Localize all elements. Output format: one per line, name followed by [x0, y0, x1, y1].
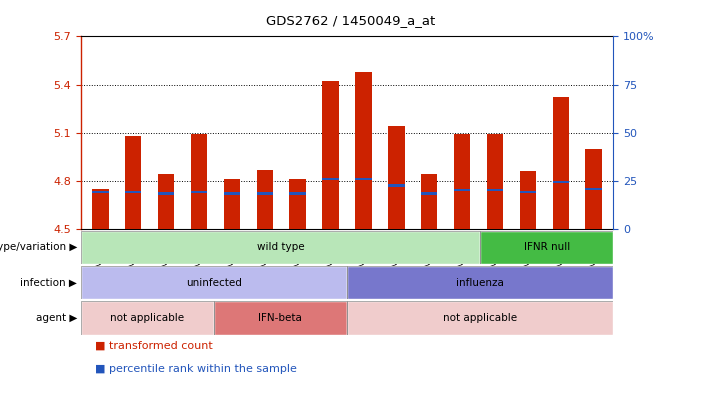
Text: wild type: wild type: [257, 243, 304, 252]
Bar: [322, 81, 339, 229]
Bar: [585, 188, 602, 190]
Bar: [224, 192, 240, 195]
Bar: [454, 134, 470, 229]
Bar: [81, 231, 480, 264]
Bar: [585, 149, 602, 229]
Bar: [290, 179, 306, 229]
Bar: [347, 266, 613, 299]
Bar: [552, 181, 569, 183]
Text: not applicable: not applicable: [443, 313, 517, 323]
Text: agent ▶: agent ▶: [36, 313, 77, 323]
Text: ■ transformed count: ■ transformed count: [95, 341, 212, 351]
Bar: [191, 191, 207, 193]
Text: IFNR null: IFNR null: [524, 243, 570, 252]
Bar: [454, 189, 470, 192]
Bar: [81, 231, 480, 264]
Text: IFN-beta: IFN-beta: [259, 313, 302, 323]
Bar: [81, 301, 214, 335]
Bar: [191, 134, 207, 229]
Bar: [486, 134, 503, 229]
Text: influenza: influenza: [456, 278, 504, 288]
Text: GDS2762 / 1450049_a_at: GDS2762 / 1450049_a_at: [266, 14, 435, 27]
Bar: [224, 179, 240, 229]
Text: genotype/variation ▶: genotype/variation ▶: [0, 243, 77, 252]
Bar: [480, 231, 613, 264]
Bar: [257, 192, 273, 195]
Bar: [125, 136, 142, 229]
Bar: [347, 266, 613, 299]
Bar: [388, 184, 404, 187]
Bar: [486, 189, 503, 192]
Bar: [519, 171, 536, 229]
Bar: [125, 191, 142, 193]
Bar: [257, 170, 273, 229]
Bar: [480, 231, 613, 264]
Text: infection ▶: infection ▶: [20, 278, 77, 288]
Bar: [347, 301, 613, 335]
Bar: [158, 174, 175, 229]
Bar: [322, 178, 339, 180]
Bar: [355, 178, 372, 180]
Text: uninfected: uninfected: [186, 278, 242, 288]
Bar: [92, 191, 109, 193]
Bar: [81, 266, 347, 299]
Bar: [355, 72, 372, 229]
Bar: [519, 191, 536, 193]
Bar: [421, 192, 437, 195]
Bar: [81, 301, 214, 335]
Bar: [158, 192, 175, 195]
Bar: [214, 301, 347, 335]
Bar: [388, 126, 404, 229]
Bar: [81, 266, 347, 299]
Text: ■ percentile rank within the sample: ■ percentile rank within the sample: [95, 364, 297, 374]
Bar: [552, 97, 569, 229]
Bar: [347, 301, 613, 335]
Bar: [421, 174, 437, 229]
Bar: [214, 301, 347, 335]
Bar: [290, 192, 306, 195]
Text: not applicable: not applicable: [110, 313, 184, 323]
Bar: [92, 189, 109, 229]
